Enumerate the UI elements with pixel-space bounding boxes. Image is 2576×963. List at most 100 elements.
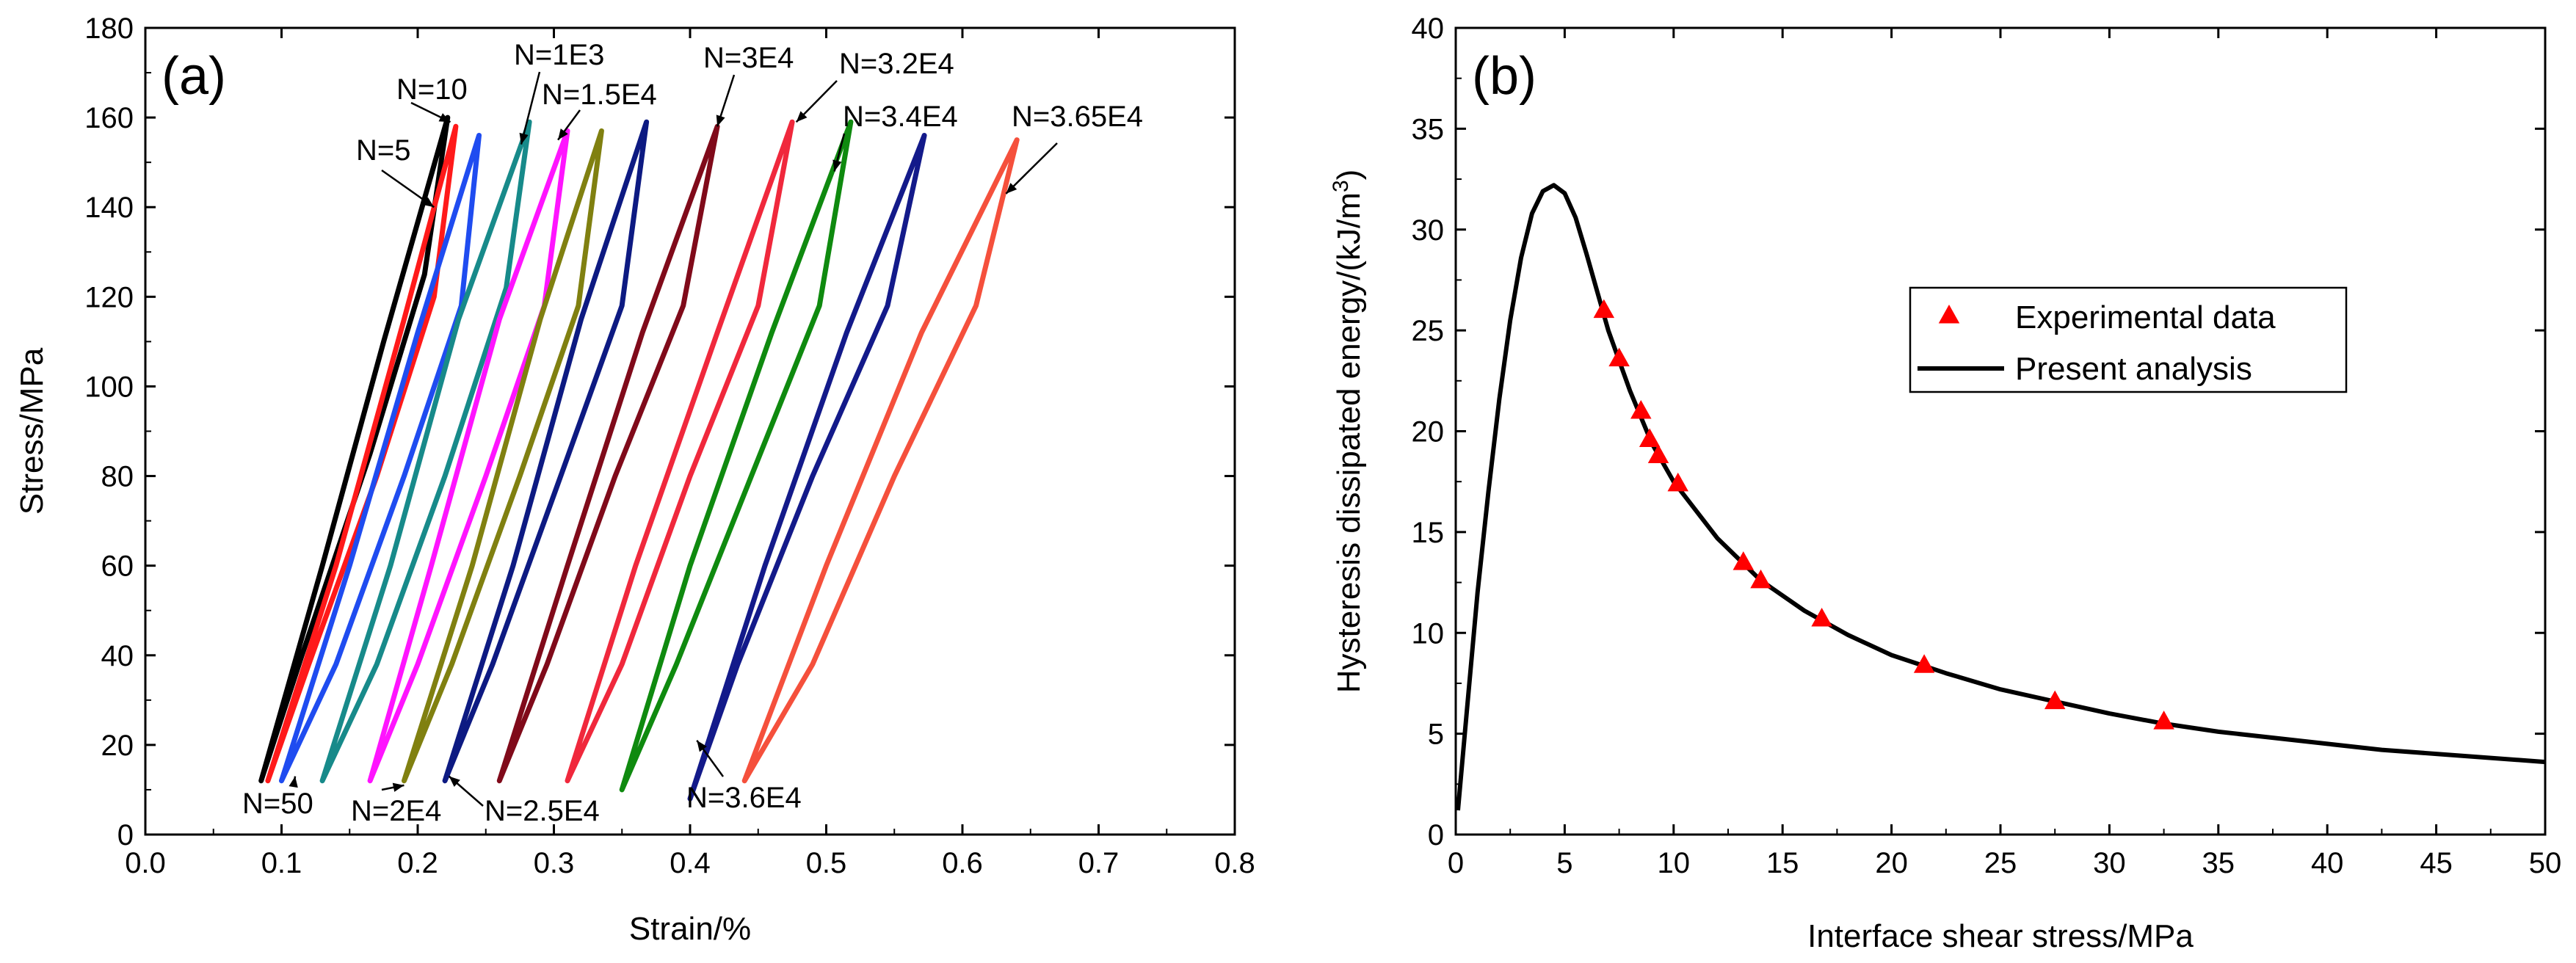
panel-a-chart: 0.0 0.1 0.2 0.3 0.4 0.5 0.6 0.7 0.8 0 20 40 60 80 100 1… (14, 12, 1255, 947)
b-y-tick-label: 10 (1412, 617, 1445, 650)
b-y-tick-label: 30 (1412, 214, 1445, 247)
b-x-tick-label: 10 (1658, 847, 1691, 879)
a-annotation-arrowhead (796, 111, 808, 123)
a-hysteresis-loop (687, 133, 927, 802)
a-x-tick-label: 0.1 (261, 847, 302, 879)
a-y-tick-label: 180 (84, 12, 134, 45)
b-x-tick-label: 5 (1556, 847, 1572, 879)
a-y-tick-label: 160 (84, 102, 134, 134)
a-y-tick-label: 60 (101, 550, 134, 583)
a-hysteresis-loop (565, 119, 795, 784)
a-x-tick-label: 0.8 (1214, 847, 1255, 879)
b-legend-box (1909, 286, 2348, 393)
a-y-tick-label: 20 (101, 730, 134, 762)
a-x-tick-label: 0.7 (1078, 847, 1120, 879)
a-annotation-label: N=1E3 (514, 39, 604, 71)
a-x-tick-label: 0.3 (534, 847, 575, 879)
b-experimental-point (1630, 400, 1652, 419)
a-annotation-label: N=3.65E4 (1012, 101, 1143, 133)
a-annotation-label: N=5 (356, 134, 411, 167)
a-annotation-arrowhead (422, 197, 435, 208)
a-x-tick-label: 0.2 (397, 847, 438, 879)
a-panel-label: (a) (162, 47, 226, 106)
b-y-tick-label: 40 (1412, 12, 1445, 45)
panel-b-chart: 0 5 10 15 20 25 30 35 40 45 50 0 5 10 15 20 25 30 35 40 (b) I… (1329, 12, 2561, 954)
b-y-tick-label: 15 (1412, 517, 1445, 549)
a-annotation-arrowhead (716, 115, 725, 127)
a-annotation-arrowhead (1006, 183, 1017, 194)
b-x-tick-label: 45 (2420, 847, 2453, 879)
a-annotation-arrowhead (832, 159, 842, 172)
b-x-tick-label: 0 (1448, 847, 1464, 879)
a-x-tick-label: 0.0 (125, 847, 166, 879)
b-experimental-point (2044, 690, 2066, 710)
a-y-tick-label: 80 (101, 461, 134, 493)
a-y-tick-label: 100 (84, 371, 134, 403)
a-hysteresis-loop (496, 123, 720, 784)
b-experimental-point (1608, 347, 1630, 367)
b-analysis-curve (1456, 183, 2546, 811)
a-annotation-label: N=1.5E4 (542, 79, 657, 111)
b-x-tick-label: 20 (1875, 847, 1908, 879)
a-annotation-label: N=2E4 (351, 795, 441, 827)
b-x-tick-label: 40 (2311, 847, 2344, 879)
a-annotation-arrowhead (392, 782, 404, 792)
b-experimental-point (1639, 428, 1661, 447)
b-x-tick-label: 15 (1766, 847, 1799, 879)
a-x-tick-label: 0.6 (942, 847, 983, 879)
b-plot-frame (1454, 26, 2547, 836)
b-y-tick-label: 35 (1412, 113, 1445, 145)
b-legend: Experimental data Present analysis (1909, 286, 2348, 393)
a-annotation-label: N=3.6E4 (686, 782, 802, 814)
b-y-tick-label: 20 (1412, 416, 1445, 448)
a-annotation-label: N=3.4E4 (843, 101, 958, 133)
a-plot-frame (144, 26, 1236, 836)
b-legend-label-experimental: Experimental data (2015, 299, 2276, 335)
b-y-tick-label: 25 (1412, 315, 1445, 347)
a-hysteresis-loop (265, 123, 459, 784)
b-experimental-point (1811, 608, 1832, 627)
b-experimental-point (1733, 551, 1755, 570)
b-experimental-point (2153, 711, 2174, 730)
b-experimental-point (1647, 444, 1669, 463)
b-panel-label: (b) (1472, 47, 1536, 106)
a-annotation-arrow (1005, 142, 1058, 195)
b-legend-label-analysis: Present analysis (2015, 351, 2252, 387)
a-annotation-arrow (520, 71, 541, 145)
a-y-axis-label: Stress/MPa (14, 347, 50, 515)
a-hysteresis-loop (279, 133, 482, 784)
a-hysteresis-loop (741, 137, 1020, 784)
a-y-tick-label: 0 (117, 819, 134, 851)
a-x-axis-label: Strain/% (629, 911, 751, 947)
b-experimental-point (1750, 569, 1771, 589)
a-annotation-label: N=2.5E4 (485, 795, 600, 827)
a-annotation-arrowhead (697, 740, 707, 752)
a-y-tick-label: 140 (84, 192, 134, 224)
a-hysteresis-loop (442, 119, 650, 784)
b-x-axis-label: Interface shear stress/MPa (1807, 918, 2194, 954)
a-annotation-label: N=3.2E4 (839, 48, 954, 80)
a-x-tick-label: 0.4 (670, 847, 711, 879)
b-y-tick-label: 0 (1428, 819, 1444, 851)
b-experimental-point (1913, 654, 1935, 673)
a-hysteresis-loop (402, 128, 604, 784)
a-annotation-arrowhead (558, 128, 568, 140)
a-annotation-label: N=10 (396, 73, 468, 106)
a-hysteresis-loop (319, 119, 532, 784)
a-y-tick-label: 120 (84, 281, 134, 313)
a-annotation-label: N=50 (242, 788, 313, 820)
a-annotation-label: N=3E4 (703, 42, 794, 74)
b-x-tick-label: 30 (2093, 847, 2126, 879)
b-experimental-point (1593, 299, 1615, 319)
a-y-tick-label: 40 (101, 640, 134, 672)
b-x-tick-label: 50 (2529, 847, 2562, 879)
b-x-tick-label: 35 (2202, 847, 2235, 879)
b-experimental-point (1667, 472, 1688, 492)
a-hysteresis-loop (619, 119, 854, 793)
b-y-axis-label: Hysteresis dissipated energy/(kJ/m3) (1329, 170, 1367, 694)
b-y-tick-label: 5 (1428, 719, 1444, 751)
a-x-tick-label: 0.5 (806, 847, 847, 879)
a-annotation-arrowhead (438, 113, 451, 123)
a-hysteresis-loop (367, 128, 570, 784)
